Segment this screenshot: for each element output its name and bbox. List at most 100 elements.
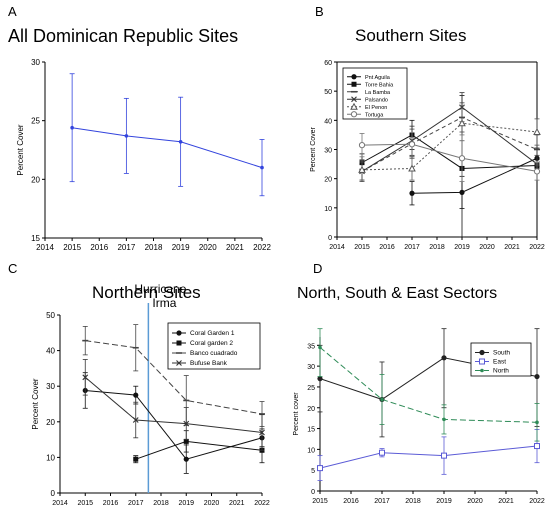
data-point xyxy=(259,429,265,436)
data-point xyxy=(317,376,323,382)
series-line xyxy=(361,134,538,169)
data-point xyxy=(178,139,183,144)
series-line xyxy=(361,122,538,171)
data-point xyxy=(380,397,384,402)
x-tick-label: 2018 xyxy=(429,244,445,251)
x-tick-label: 2016 xyxy=(90,243,108,252)
data-series xyxy=(82,359,265,451)
panel-label: A xyxy=(8,4,17,19)
x-tick-label: 2021 xyxy=(498,498,514,505)
data-point xyxy=(479,349,485,356)
x-tick-label: 2017 xyxy=(117,243,135,252)
data-point xyxy=(82,374,89,381)
data-point xyxy=(533,127,541,135)
y-tick-label: 10 xyxy=(307,447,315,454)
x-tick-label: 2015 xyxy=(312,498,328,505)
chart-title: Southern Sites xyxy=(355,26,467,45)
x-tick-label: 2014 xyxy=(36,243,54,252)
data-series xyxy=(317,428,540,481)
panel-label: B xyxy=(315,4,324,19)
series-line xyxy=(84,376,263,433)
data-point xyxy=(351,96,357,103)
data-series xyxy=(133,430,265,464)
data-point xyxy=(534,373,540,380)
y-tick-label: 60 xyxy=(324,60,332,67)
y-tick-label: 40 xyxy=(46,347,55,356)
x-tick-label: 2018 xyxy=(145,243,163,252)
data-point xyxy=(183,456,189,462)
legend-entry: La Bamba xyxy=(365,90,391,96)
data-series xyxy=(82,324,265,427)
y-tick-label: 0 xyxy=(311,489,315,496)
data-point xyxy=(350,111,358,118)
x-tick-label: 2019 xyxy=(172,243,190,252)
x-tick-label: 2021 xyxy=(504,244,520,251)
legend-entry: North xyxy=(493,368,509,375)
y-tick-label: 30 xyxy=(307,364,315,371)
data-series xyxy=(358,132,541,182)
y-tick-label: 20 xyxy=(324,177,332,184)
chart-plot-a: 2014 2015 2016 2017 2018 2019 2020 2021 2022 15 20… xyxy=(16,58,271,252)
x-tick-label: 2021 xyxy=(226,243,244,252)
x-tick-label: 2015 xyxy=(354,244,370,251)
series-line xyxy=(361,106,538,172)
data-point xyxy=(533,168,541,175)
legend-entry: Banco cuadrado xyxy=(190,350,238,357)
data-point xyxy=(351,74,357,80)
data-point xyxy=(409,190,415,196)
chart-panel-b: B Southern Sites 2014 2015 2016 2017 2018 201… xyxy=(275,0,550,255)
data-point xyxy=(183,438,189,444)
panel-label: D xyxy=(313,261,323,276)
x-tick-label: 2015 xyxy=(63,243,81,252)
legend-entry: Bufuse Bank xyxy=(190,360,228,367)
legend: South East North xyxy=(470,342,532,377)
series-line xyxy=(411,157,538,194)
y-tick-label: 5 xyxy=(311,468,315,475)
series-line xyxy=(85,340,263,415)
x-tick-label: 2018 xyxy=(153,500,169,507)
legend: Coral Garden 1 Coral garden 2 Banco cuadra… xyxy=(167,322,261,370)
y-tick-label: 35 xyxy=(307,343,315,350)
x-tick-label: 2017 xyxy=(404,244,420,251)
x-tick-label: 2016 xyxy=(103,500,119,507)
data-point xyxy=(260,165,264,170)
data-point xyxy=(318,345,322,350)
y-axis-label: Percent Cover xyxy=(310,126,317,171)
legend-entry: Pnt Aguila xyxy=(365,75,391,81)
y-axis-label: Percent Cover xyxy=(31,378,40,429)
x-tick-label: 2019 xyxy=(178,500,194,507)
y-tick-label: 15 xyxy=(307,427,315,434)
data-point xyxy=(408,141,416,148)
data-point xyxy=(442,417,446,422)
x-tick-label: 2022 xyxy=(529,498,545,505)
data-point xyxy=(124,134,129,138)
data-point xyxy=(441,452,447,459)
series-line xyxy=(319,445,538,469)
data-point xyxy=(317,465,323,472)
data-point xyxy=(479,358,485,365)
data-point xyxy=(358,165,366,173)
legend-entry: El Penon xyxy=(365,105,387,111)
data-point xyxy=(534,443,540,450)
legend-entry: Coral garden 2 xyxy=(190,340,233,347)
data-series xyxy=(69,73,265,197)
chart-title: All Dominican Republic Sites xyxy=(8,26,239,46)
y-tick-label: 50 xyxy=(46,311,55,320)
legend-entry: Palsando xyxy=(365,97,388,103)
data-point xyxy=(350,102,358,110)
chart-panel-d: D North, South & East Sectors 2015 2016 20… xyxy=(275,255,550,510)
x-tick-label: 2022 xyxy=(529,244,545,251)
chart-title: Northern Sites xyxy=(92,283,201,302)
chart-panel-a: A All Dominican Republic Sites 2014 2015 2… xyxy=(0,0,275,255)
series-line xyxy=(361,143,538,172)
x-tick-label: 2015 xyxy=(77,500,93,507)
x-tick-label: 2020 xyxy=(467,498,483,505)
y-tick-label: 25 xyxy=(307,385,315,392)
y-tick-label: 0 xyxy=(328,235,332,242)
data-point xyxy=(176,330,182,336)
legend-entry: East xyxy=(493,359,506,366)
series-line xyxy=(135,440,263,460)
chart-plot-d: 2015 2016 2017 2018 2019 2020 2021 2022 0 5 10 15 20… xyxy=(293,328,545,505)
x-tick-label: 2016 xyxy=(343,498,359,505)
